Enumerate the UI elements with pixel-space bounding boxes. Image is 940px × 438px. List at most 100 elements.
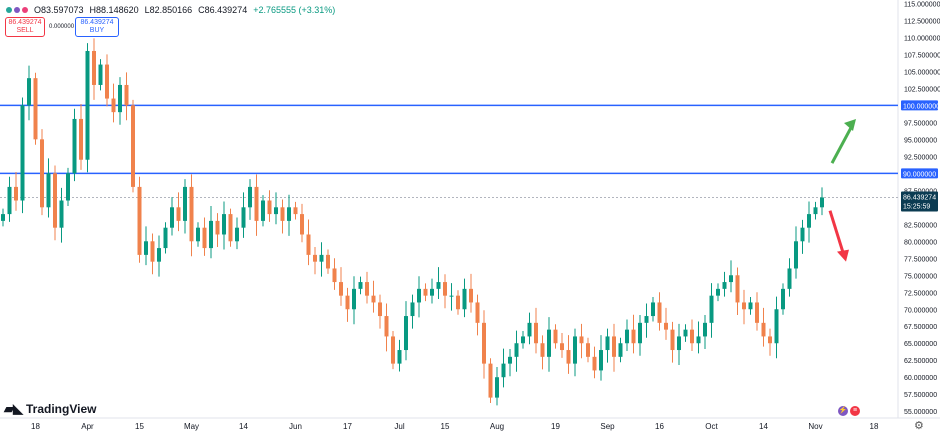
candle[interactable] — [573, 336, 577, 364]
candle[interactable] — [7, 186, 12, 215]
candle[interactable] — [592, 356, 597, 371]
candle[interactable] — [462, 288, 467, 310]
candle[interactable] — [410, 302, 415, 317]
candle[interactable] — [59, 200, 64, 228]
candle[interactable] — [384, 316, 389, 337]
candle[interactable] — [638, 322, 642, 344]
candle[interactable] — [66, 173, 70, 201]
candle[interactable] — [612, 336, 616, 357]
candle[interactable] — [560, 343, 564, 351]
candle[interactable] — [586, 343, 590, 357]
candle[interactable] — [430, 288, 434, 296]
candle[interactable] — [716, 288, 720, 296]
candle[interactable] — [722, 282, 727, 289]
candle[interactable] — [339, 282, 343, 296]
candle[interactable] — [345, 295, 350, 310]
candle[interactable] — [287, 207, 291, 221]
candle[interactable] — [163, 227, 168, 249]
candle[interactable] — [98, 64, 103, 85]
candle[interactable] — [72, 118, 77, 174]
candle[interactable] — [488, 363, 493, 398]
candle[interactable] — [352, 288, 356, 310]
candle[interactable] — [618, 343, 623, 357]
candle[interactable] — [79, 118, 83, 160]
candle[interactable] — [514, 343, 519, 357]
candle[interactable] — [690, 329, 694, 344]
candle[interactable] — [20, 105, 25, 201]
candle[interactable] — [267, 200, 272, 215]
candle[interactable] — [144, 241, 148, 255]
candle[interactable] — [157, 248, 161, 262]
candle[interactable] — [176, 207, 181, 221]
candle[interactable] — [495, 377, 499, 398]
candle[interactable] — [794, 241, 798, 269]
candle[interactable] — [326, 254, 330, 269]
candle[interactable] — [768, 336, 772, 344]
candle[interactable] — [1, 214, 5, 221]
candle[interactable] — [332, 268, 337, 283]
candle[interactable] — [443, 282, 447, 296]
candle[interactable] — [27, 78, 31, 106]
candle[interactable] — [631, 329, 636, 344]
candle[interactable] — [280, 207, 285, 221]
candle[interactable] — [209, 220, 213, 249]
tradingview-logo[interactable]: ▰◣ TradingView — [4, 401, 96, 417]
candle[interactable] — [215, 220, 220, 235]
candle[interactable] — [534, 322, 538, 344]
candle[interactable] — [436, 282, 441, 289]
candle[interactable] — [397, 350, 402, 364]
candle[interactable] — [807, 214, 811, 228]
candle[interactable] — [651, 302, 655, 317]
candle[interactable] — [131, 105, 135, 187]
candle[interactable] — [599, 350, 603, 371]
candle[interactable] — [183, 186, 187, 221]
buy-button[interactable]: 86.439274 BUY — [75, 17, 119, 37]
candle[interactable] — [391, 336, 395, 364]
candle[interactable] — [196, 227, 200, 242]
candle[interactable] — [274, 207, 278, 215]
candle[interactable] — [300, 214, 304, 235]
candle[interactable] — [677, 336, 681, 351]
sell-button[interactable]: 86.439274 SELL — [5, 17, 45, 37]
candle[interactable] — [228, 214, 233, 242]
candle[interactable] — [33, 78, 38, 140]
candle[interactable] — [657, 302, 662, 323]
candle[interactable] — [137, 186, 142, 255]
candle[interactable] — [189, 186, 194, 242]
candle[interactable] — [365, 282, 369, 296]
candle[interactable] — [547, 329, 551, 357]
candle[interactable] — [774, 309, 779, 344]
candle[interactable] — [358, 282, 363, 289]
candle[interactable] — [261, 200, 265, 221]
candle[interactable] — [371, 295, 376, 303]
candle[interactable] — [787, 268, 792, 289]
candle[interactable] — [313, 254, 317, 262]
candle[interactable] — [501, 363, 506, 378]
candle[interactable] — [553, 329, 558, 344]
candle[interactable] — [124, 84, 129, 106]
flash-icon[interactable]: ⚡ — [838, 406, 848, 416]
candle[interactable] — [508, 356, 512, 364]
candle[interactable] — [703, 322, 707, 337]
flag-icon[interactable]: ≡ — [850, 406, 860, 416]
candle[interactable] — [241, 207, 246, 228]
candle[interactable] — [800, 227, 805, 242]
candle[interactable] — [404, 316, 408, 351]
candle[interactable] — [820, 197, 824, 208]
candle[interactable] — [105, 64, 109, 99]
candle[interactable] — [92, 50, 96, 85]
candle[interactable] — [813, 207, 818, 215]
candle[interactable] — [150, 241, 155, 262]
candle[interactable] — [293, 207, 298, 215]
candle[interactable] — [449, 295, 454, 297]
candle[interactable] — [664, 322, 668, 330]
candle[interactable] — [417, 288, 421, 303]
candle[interactable] — [748, 302, 753, 310]
candle[interactable] — [735, 275, 740, 303]
candle[interactable] — [306, 234, 311, 255]
candle[interactable] — [118, 84, 122, 113]
candle[interactable] — [605, 336, 610, 351]
candle[interactable] — [644, 316, 649, 323]
candle[interactable] — [53, 173, 57, 228]
